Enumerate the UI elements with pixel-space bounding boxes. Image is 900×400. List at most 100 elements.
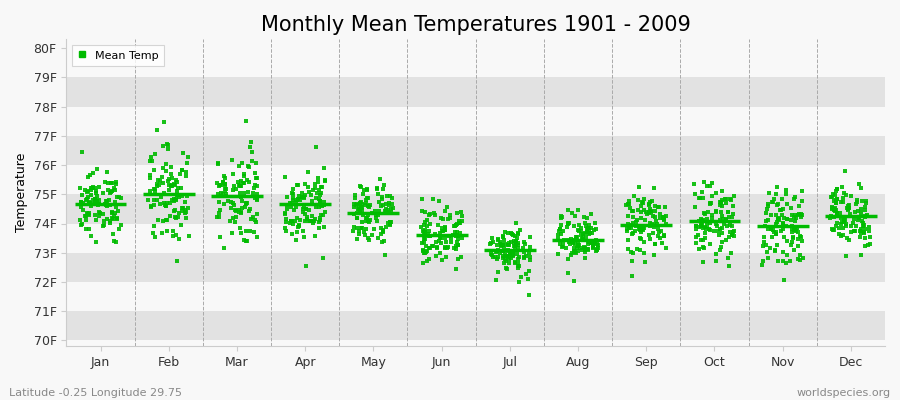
Point	[849, 200, 863, 207]
Point	[564, 236, 579, 242]
Point	[619, 226, 634, 232]
Point	[364, 217, 378, 223]
Point	[248, 182, 262, 188]
Point	[80, 189, 94, 195]
Point	[491, 236, 505, 242]
Point	[565, 210, 580, 216]
Point	[300, 214, 314, 220]
Point	[283, 200, 297, 206]
Point	[174, 222, 188, 228]
Point	[318, 177, 332, 184]
Point	[570, 250, 584, 256]
Point	[104, 180, 119, 186]
Point	[717, 196, 732, 202]
Point	[716, 215, 730, 222]
Point	[713, 199, 727, 205]
Point	[554, 231, 569, 237]
Point	[229, 208, 243, 214]
Text: worldspecies.org: worldspecies.org	[796, 388, 891, 398]
Point	[155, 230, 169, 236]
Point	[506, 248, 520, 254]
Point	[858, 212, 872, 219]
Point	[74, 222, 88, 228]
Point	[215, 179, 230, 186]
Point	[696, 217, 710, 223]
Point	[788, 211, 803, 218]
Point	[631, 222, 645, 229]
Point	[157, 165, 171, 171]
Point	[173, 171, 187, 177]
Point	[214, 190, 229, 196]
Point	[624, 222, 638, 228]
Point	[249, 210, 264, 217]
Point	[240, 162, 255, 169]
Point	[827, 214, 842, 220]
Point	[563, 241, 578, 247]
Point	[507, 238, 521, 244]
Point	[422, 245, 436, 251]
Point	[154, 194, 168, 200]
Point	[724, 214, 739, 220]
Point	[104, 187, 119, 194]
Point	[86, 170, 100, 176]
Point	[162, 200, 176, 206]
Point	[158, 203, 173, 210]
Point	[303, 218, 318, 224]
Point	[580, 226, 595, 233]
Point	[854, 185, 868, 191]
Point	[290, 214, 304, 221]
Point	[785, 226, 799, 232]
Point	[835, 232, 850, 238]
Point	[760, 206, 774, 212]
Point	[769, 229, 783, 235]
Point	[350, 236, 365, 242]
Bar	[67, 311, 885, 340]
Point	[578, 249, 592, 256]
Point	[839, 223, 853, 229]
Point	[352, 201, 366, 208]
Point	[379, 224, 393, 230]
Point	[591, 242, 606, 248]
Point	[355, 205, 369, 212]
Text: Latitude -0.25 Longitude 29.75: Latitude -0.25 Longitude 29.75	[9, 388, 182, 398]
Point	[231, 179, 246, 186]
Point	[634, 235, 648, 241]
Point	[695, 222, 709, 229]
Point	[359, 197, 374, 204]
Point	[317, 202, 331, 208]
Point	[346, 200, 361, 207]
Point	[385, 200, 400, 207]
Point	[103, 220, 117, 226]
Point	[177, 210, 192, 216]
Point	[483, 241, 498, 247]
Point	[644, 209, 658, 215]
Point	[567, 237, 581, 244]
Point	[448, 246, 463, 252]
Point	[763, 226, 778, 232]
Point	[447, 222, 462, 229]
Point	[88, 190, 103, 196]
Point	[788, 214, 802, 220]
Point	[850, 197, 864, 203]
Point	[227, 202, 241, 208]
Point	[511, 240, 526, 246]
Point	[179, 168, 194, 175]
Point	[791, 212, 806, 218]
Point	[354, 198, 368, 205]
Point	[656, 214, 670, 220]
Point	[217, 201, 231, 208]
Point	[157, 200, 171, 206]
Point	[313, 198, 328, 205]
Point	[620, 201, 634, 207]
Point	[375, 226, 390, 233]
Point	[833, 199, 848, 206]
Point	[150, 197, 165, 204]
Point	[244, 139, 258, 145]
Point	[554, 212, 569, 219]
Point	[427, 243, 441, 250]
Point	[82, 212, 96, 218]
Point	[835, 184, 850, 190]
Point	[757, 234, 771, 240]
Point	[219, 186, 233, 192]
Point	[718, 237, 733, 243]
